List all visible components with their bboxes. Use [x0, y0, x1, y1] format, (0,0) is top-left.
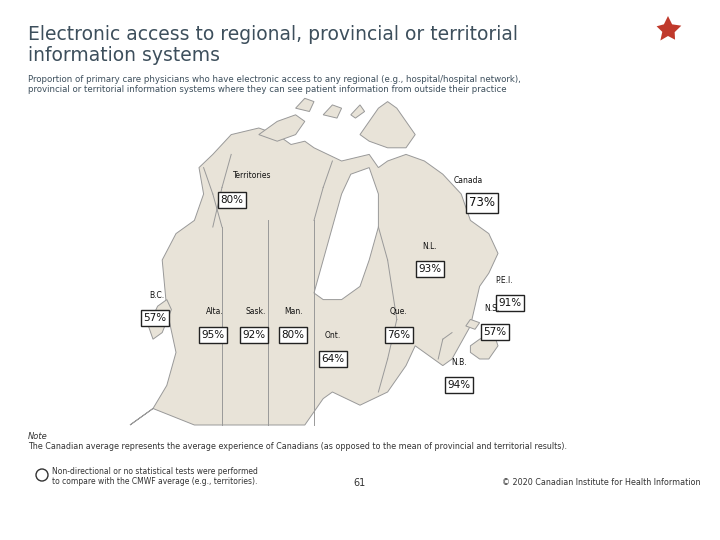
Text: Note: Note [28, 432, 48, 441]
Polygon shape [360, 102, 415, 148]
Text: 80%: 80% [220, 195, 243, 205]
Text: 94%: 94% [447, 380, 471, 390]
Text: P.E.I.: P.E.I. [495, 276, 513, 285]
Text: 64%: 64% [321, 354, 345, 364]
Polygon shape [323, 105, 341, 118]
Text: B.C.: B.C. [150, 291, 165, 300]
Text: Ont.: Ont. [325, 331, 341, 340]
Text: 76%: 76% [387, 330, 410, 340]
Text: Electronic access to regional, provincial or territorial: Electronic access to regional, provincia… [28, 25, 518, 44]
Text: 73%: 73% [469, 197, 495, 210]
Text: Sask.: Sask. [246, 307, 266, 316]
Text: information systems: information systems [28, 46, 220, 65]
Text: provincial or territorial information systems where they can see patient informa: provincial or territorial information sy… [28, 85, 507, 94]
Text: 92%: 92% [243, 330, 266, 340]
Polygon shape [296, 98, 314, 111]
Text: Non-directional or no statistical tests were performed: Non-directional or no statistical tests … [52, 467, 258, 476]
Polygon shape [657, 16, 681, 40]
Polygon shape [351, 105, 364, 118]
Polygon shape [130, 128, 498, 425]
Text: Man.: Man. [284, 307, 303, 316]
Text: Canada: Canada [454, 176, 482, 185]
Text: 95%: 95% [202, 330, 225, 340]
Polygon shape [470, 333, 498, 359]
Text: 57%: 57% [143, 313, 166, 323]
Text: Proportion of primary care physicians who have electronic access to any regional: Proportion of primary care physicians wh… [28, 75, 521, 84]
Text: Alta.: Alta. [206, 307, 224, 316]
Polygon shape [258, 115, 305, 141]
Text: N.S.: N.S. [485, 304, 500, 313]
Text: 80%: 80% [282, 330, 305, 340]
Text: 91%: 91% [498, 298, 521, 308]
Text: Territories: Territories [233, 171, 271, 180]
Text: 57%: 57% [483, 327, 507, 337]
Text: Que.: Que. [390, 307, 408, 316]
Text: © 2020 Canadian Institute for Health Information: © 2020 Canadian Institute for Health Inf… [502, 478, 700, 487]
Text: 93%: 93% [418, 264, 441, 274]
Polygon shape [466, 319, 480, 329]
Text: N.B.: N.B. [451, 358, 467, 367]
Text: 61: 61 [354, 478, 366, 488]
Polygon shape [314, 167, 379, 300]
Text: N.L.: N.L. [423, 242, 437, 251]
Text: The Canadian average represents the average experience of Canadians (as opposed : The Canadian average represents the aver… [28, 442, 567, 451]
Polygon shape [148, 300, 171, 339]
Text: to compare with the CMWF average (e.g., territories).: to compare with the CMWF average (e.g., … [52, 477, 257, 486]
